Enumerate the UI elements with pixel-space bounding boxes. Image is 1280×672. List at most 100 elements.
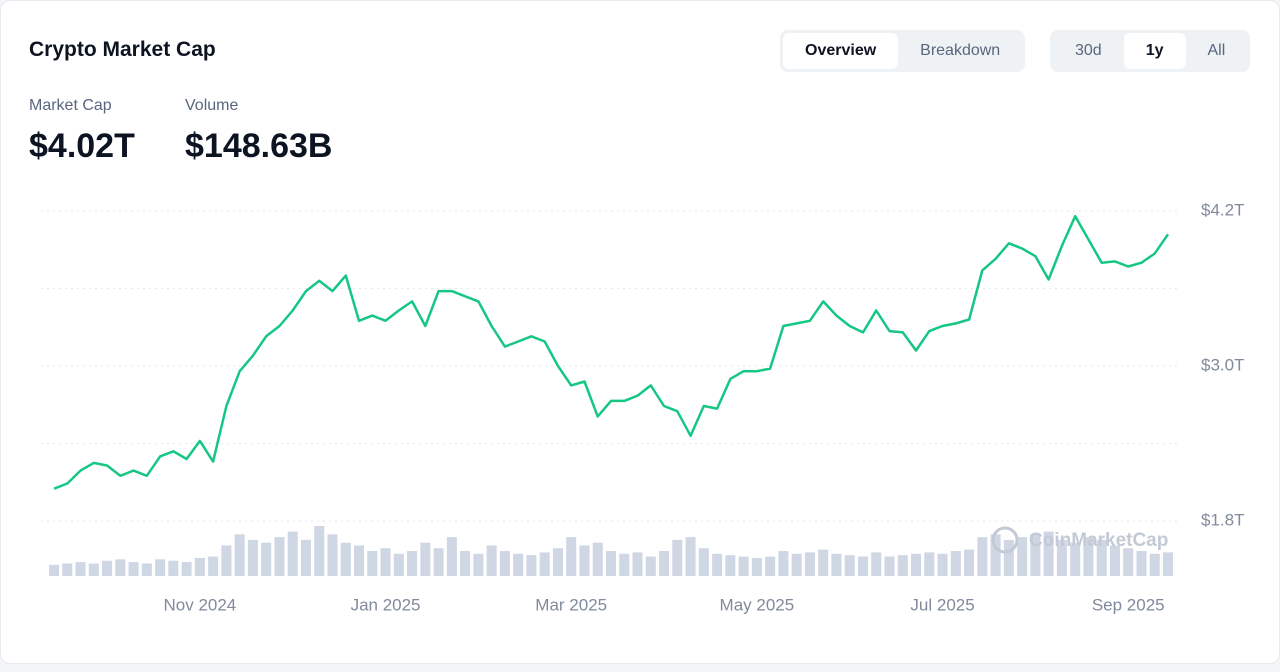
volume-bar xyxy=(155,559,166,576)
volume-bar xyxy=(592,542,603,576)
stat-label: Volume xyxy=(185,97,239,114)
volume-bar xyxy=(327,534,338,576)
volume-bar xyxy=(632,552,643,576)
volume-bar xyxy=(486,545,497,576)
volume-bar xyxy=(606,551,616,576)
y-tick-label: $4.2T xyxy=(1201,200,1244,219)
volume-bar xyxy=(407,551,418,576)
volume-bar xyxy=(420,542,431,576)
volume-bar xyxy=(287,531,298,576)
tab[interactable]: 30d xyxy=(1075,42,1102,59)
volume-bar xyxy=(380,548,391,576)
volume-bar xyxy=(473,553,484,576)
volume-bar xyxy=(247,539,258,576)
volume-bar xyxy=(791,553,802,576)
volume-bar xyxy=(367,551,378,576)
volume-bar xyxy=(1017,537,1028,576)
volume-bar xyxy=(1003,539,1014,576)
stat-label: Market Cap xyxy=(29,97,112,114)
volume-bar xyxy=(234,534,245,576)
volume-bar xyxy=(354,545,365,576)
volume-bar xyxy=(460,551,471,576)
volume-bar xyxy=(102,560,113,576)
volume-bar xyxy=(765,556,776,576)
volume-bar xyxy=(168,560,179,576)
volume-bar xyxy=(513,553,524,576)
volume-bar xyxy=(857,556,868,576)
x-tick-label: Jul 2025 xyxy=(910,595,974,614)
volume-bar xyxy=(1149,553,1160,576)
title: Crypto Market Cap xyxy=(29,38,216,61)
volume-bar xyxy=(977,537,988,576)
x-tick-label: Mar 2025 xyxy=(535,595,607,614)
volume-bar xyxy=(725,555,736,576)
volume-bar xyxy=(49,564,59,576)
volume-bar xyxy=(831,553,842,576)
volume-bar xyxy=(1123,548,1134,576)
volume-bar xyxy=(1056,539,1067,576)
volume-bar xyxy=(194,557,205,576)
watermark-logo xyxy=(991,526,1019,554)
volume-bar xyxy=(340,542,351,576)
volume-bar xyxy=(314,526,325,576)
volume-bar xyxy=(261,542,272,576)
x-tick-label: Sep 2025 xyxy=(1092,595,1165,614)
volume-bar xyxy=(738,556,749,576)
volume-bar xyxy=(645,556,656,576)
volume-bar xyxy=(526,555,537,576)
x-tick-label: May 2025 xyxy=(720,595,795,614)
volume-bar xyxy=(566,537,577,576)
volume-bar xyxy=(128,562,139,576)
x-tick-label: Nov 2024 xyxy=(163,595,236,614)
volume-bar xyxy=(300,539,311,576)
tab[interactable]: Overview xyxy=(783,33,899,69)
volume-bar xyxy=(1163,552,1173,576)
volume-bar xyxy=(75,562,86,576)
stat: Volume $148.63B xyxy=(185,97,332,166)
range-tabs: 30d 1y All xyxy=(1050,30,1251,72)
volume-bar xyxy=(818,549,829,576)
volume-bar xyxy=(924,552,935,576)
volume-bar xyxy=(539,552,550,576)
volume-bar xyxy=(62,563,73,576)
volume-bar xyxy=(804,552,815,576)
volume-bar xyxy=(1043,531,1054,576)
volume-bar xyxy=(208,556,219,576)
volume-bar xyxy=(141,563,152,576)
tab[interactable]: Breakdown xyxy=(920,42,1001,59)
volume-bar xyxy=(221,545,232,576)
volume-bar xyxy=(712,553,723,576)
volume-bar xyxy=(897,555,908,576)
tab[interactable]: 1y xyxy=(1123,33,1186,69)
volume-bar xyxy=(1070,542,1081,576)
volume-bar xyxy=(1083,537,1094,576)
volume-bar xyxy=(911,553,922,576)
volume-bar xyxy=(619,553,630,576)
volume-bar xyxy=(659,551,670,576)
volume-bar xyxy=(446,537,457,576)
volume-bar xyxy=(964,549,975,576)
view-tabs: Overview Breakdown xyxy=(780,30,1026,72)
volume-bar xyxy=(871,552,882,576)
volume-bar xyxy=(499,551,510,576)
volume-bar xyxy=(685,537,696,576)
y-tick-label: $3.0T xyxy=(1201,355,1244,374)
volume-bar xyxy=(990,534,1001,576)
stat-value: $4.02T xyxy=(29,127,135,165)
volume-bar xyxy=(844,555,855,576)
volume-bar xyxy=(1096,539,1107,576)
x-tick-label: Jan 2025 xyxy=(351,595,421,614)
volume-bar xyxy=(884,556,895,576)
volume-bar xyxy=(393,553,404,576)
line xyxy=(53,214,1170,490)
volume-bar xyxy=(433,548,444,576)
y-tick-label: $1.8T xyxy=(1201,510,1244,529)
volume-bar xyxy=(751,557,762,576)
volume-bar xyxy=(181,562,192,576)
tab[interactable]: All xyxy=(1207,42,1226,59)
volume-bar xyxy=(937,553,948,576)
stat-value: $148.63B xyxy=(185,127,333,165)
